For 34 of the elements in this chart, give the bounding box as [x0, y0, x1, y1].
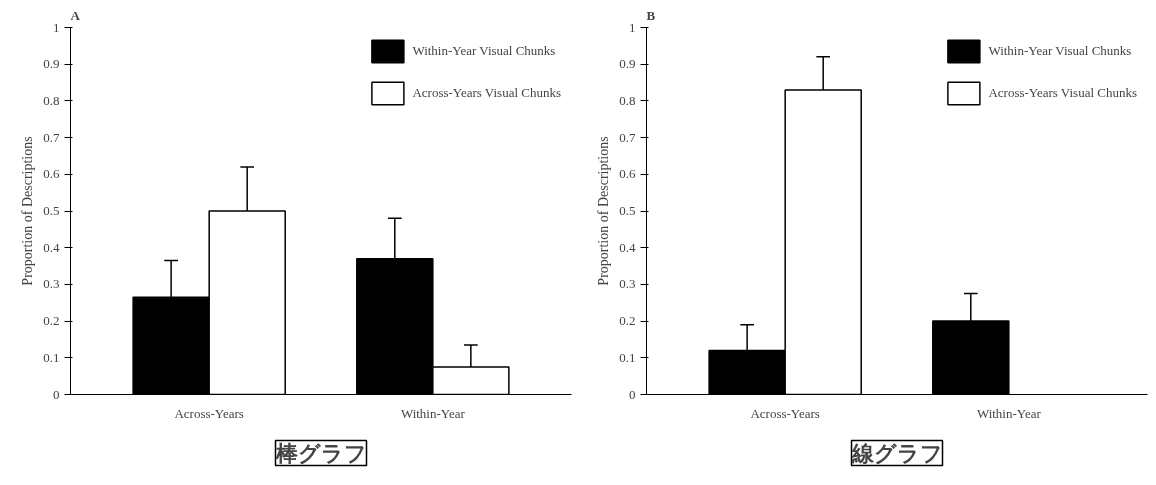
y-tick-label: 0.2: [619, 313, 636, 329]
chart-title: B: [646, 7, 656, 23]
y-tick-label: 0.4: [43, 239, 60, 255]
y-tick-label: 0.3: [43, 276, 60, 292]
x-tick-label: Across-Years: [174, 405, 244, 421]
y-tick-label: 0.6: [619, 166, 636, 182]
x-tick-label: Within-Year: [400, 405, 466, 421]
y-tick-label: 0.8: [43, 92, 60, 108]
chart-title: A: [70, 7, 81, 23]
legend-label: Within-Year Visual Chunks: [988, 43, 1132, 59]
y-tick-label: 0.7: [619, 129, 636, 145]
y-tick-label: 0.8: [619, 92, 636, 108]
y-tick-label: 0: [629, 386, 636, 402]
y-tick-label: 0.1: [619, 349, 636, 365]
y-tick-label: 1: [53, 19, 60, 35]
y-tick-label: 0.6: [43, 166, 60, 182]
y-tick-label: 1: [629, 19, 636, 35]
y-tick-label: 0.2: [43, 313, 60, 329]
legend-label: Across-Years Visual Chunks: [988, 85, 1137, 101]
y-tick-label: 0.9: [43, 56, 60, 72]
x-tick-label: Across-Years: [750, 405, 820, 421]
y-tick-label: 0.5: [619, 203, 636, 218]
y-tick-label: 0.1: [43, 349, 60, 365]
y-tick-label: 0: [53, 386, 60, 402]
y-tick-label: 0.5: [43, 203, 60, 218]
legend-label: Within-Year Visual Chunks: [412, 43, 556, 59]
y-axis-title: Proportion of Descriptions: [596, 136, 612, 286]
y-tick-label: 0.7: [43, 129, 60, 145]
x-tick-label: Within-Year: [976, 405, 1042, 421]
legend-label: Across-Years Visual Chunks: [412, 85, 561, 101]
y-tick-label: 0.3: [619, 276, 636, 292]
y-tick-label: 0.9: [619, 56, 636, 72]
y-tick-label: 0.4: [619, 239, 636, 255]
y-axis-title: Proportion of Descriptions: [20, 136, 36, 286]
